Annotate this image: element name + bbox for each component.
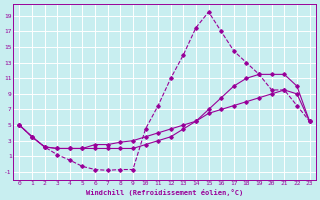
- X-axis label: Windchill (Refroidissement éolien,°C): Windchill (Refroidissement éolien,°C): [86, 189, 243, 196]
